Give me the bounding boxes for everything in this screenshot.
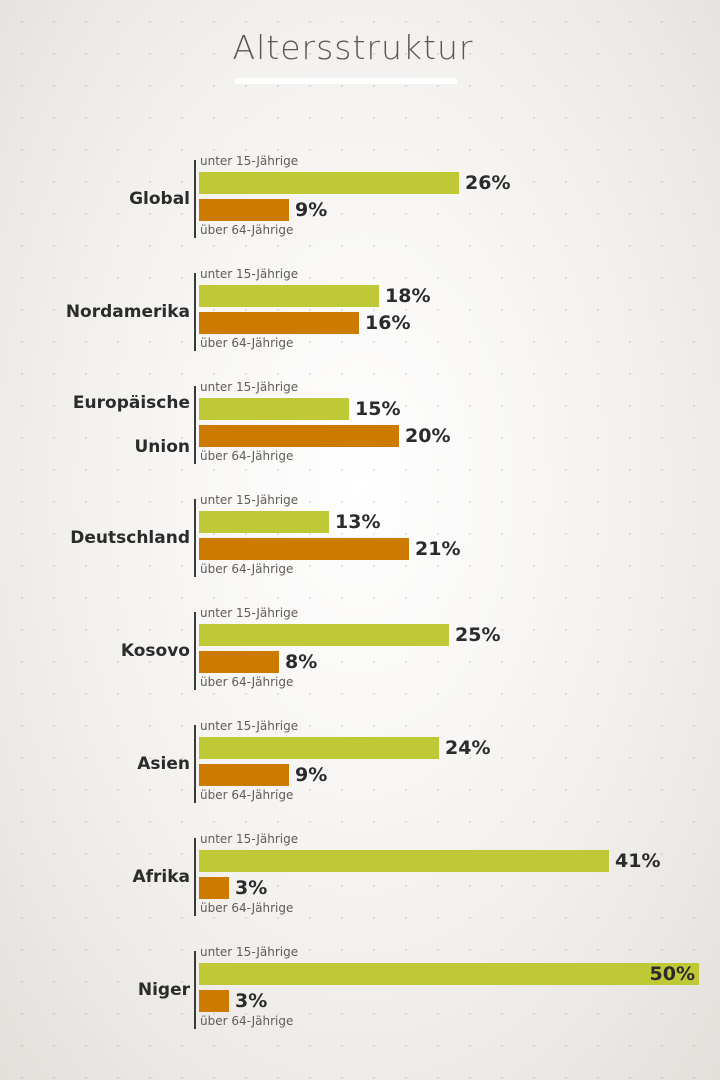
value-label-young: 41% bbox=[615, 850, 661, 872]
bar-young bbox=[199, 963, 699, 985]
bar-old bbox=[199, 538, 409, 560]
group-axis-line bbox=[194, 612, 196, 690]
region-label-line: Kosovo bbox=[120, 641, 190, 661]
region-label-line: Union bbox=[134, 437, 190, 457]
bar-group: Kosovo unter 15-Jährige über 64-Jährige 25%… bbox=[0, 606, 720, 702]
bar-old bbox=[199, 764, 289, 786]
chart-title: Altersstruktur bbox=[232, 28, 474, 67]
bar-group: Afrika unter 15-Jährige über 64-Jährige 41%… bbox=[0, 832, 720, 928]
group-axis-line bbox=[194, 838, 196, 916]
bar-old bbox=[199, 990, 229, 1012]
region-label: Asien bbox=[10, 725, 190, 803]
value-label-young: 18% bbox=[385, 285, 431, 307]
bar-old bbox=[199, 425, 399, 447]
bar-old bbox=[199, 199, 289, 221]
bar-group: Europäische Union unter 15-Jährige über 64-… bbox=[0, 380, 720, 476]
series-label-young: unter 15-Jährige bbox=[200, 154, 299, 168]
bar-group: Global unter 15-Jährige über 64-Jährige 26%… bbox=[0, 154, 720, 250]
value-label-old: 9% bbox=[295, 199, 328, 221]
group-axis-line bbox=[194, 386, 196, 464]
bar-young bbox=[199, 624, 449, 646]
value-label-young: 15% bbox=[355, 398, 401, 420]
value-label-old: 20% bbox=[405, 425, 451, 447]
region-label-line: Nordamerika bbox=[65, 302, 190, 322]
bar-group: Deutschland unter 15-Jährige über 64-Jähri… bbox=[0, 493, 720, 589]
series-label-old: über 64-Jährige bbox=[200, 449, 294, 463]
bar-group: Nordamerika unter 15-Jährige über 64-Jähri… bbox=[0, 267, 720, 363]
series-label-old: über 64-Jährige bbox=[200, 223, 294, 237]
series-label-young: unter 15-Jährige bbox=[200, 719, 299, 733]
series-label-young: unter 15-Jährige bbox=[200, 267, 299, 281]
value-label-old: 3% bbox=[235, 877, 268, 899]
value-label-old: 8% bbox=[285, 651, 318, 673]
region-label: Deutschland bbox=[10, 499, 190, 577]
series-label-old: über 64-Jährige bbox=[200, 675, 294, 689]
group-axis-line bbox=[194, 725, 196, 803]
bar-group: Asien unter 15-Jährige über 64-Jährige 24% 9… bbox=[0, 719, 720, 815]
series-label-young: unter 15-Jährige bbox=[200, 606, 299, 620]
region-label-line: Deutschland bbox=[70, 528, 190, 548]
series-label-young: unter 15-Jährige bbox=[200, 832, 299, 846]
group-axis-line bbox=[194, 160, 196, 238]
value-label-young: 26% bbox=[465, 172, 511, 194]
region-label: Niger bbox=[10, 951, 190, 1029]
region-label: Nordamerika bbox=[10, 273, 190, 351]
bar-young bbox=[199, 850, 609, 872]
series-label-young: unter 15-Jährige bbox=[200, 380, 299, 394]
region-label-line: Global bbox=[129, 189, 190, 209]
bar-young bbox=[199, 172, 459, 194]
region-label-line: Europäische bbox=[72, 393, 190, 413]
value-label-old: 16% bbox=[365, 312, 411, 334]
group-axis-line bbox=[194, 951, 196, 1029]
region-label-line: Niger bbox=[137, 980, 190, 1000]
region-label: Afrika bbox=[10, 838, 190, 916]
group-axis-line bbox=[194, 273, 196, 351]
series-label-old: über 64-Jährige bbox=[200, 788, 294, 802]
bar-group: Niger unter 15-Jährige über 64-Jährige 50% 3… bbox=[0, 945, 720, 1041]
value-label-young: 13% bbox=[335, 511, 381, 533]
group-axis-line bbox=[194, 499, 196, 577]
series-label-young: unter 15-Jährige bbox=[200, 493, 299, 507]
bar-old bbox=[199, 312, 359, 334]
bar-young bbox=[199, 398, 349, 420]
series-label-old: über 64-Jährige bbox=[200, 562, 294, 576]
value-label-old: 21% bbox=[415, 538, 461, 560]
region-label: Kosovo bbox=[10, 612, 190, 690]
title-underline bbox=[235, 78, 457, 84]
region-label-line: Asien bbox=[137, 754, 190, 774]
series-label-young: unter 15-Jährige bbox=[200, 945, 299, 959]
bar-young bbox=[199, 737, 439, 759]
region-label: Europäische Union bbox=[10, 386, 190, 464]
bar-old bbox=[199, 651, 279, 673]
series-label-old: über 64-Jährige bbox=[200, 1014, 294, 1028]
series-label-old: über 64-Jährige bbox=[200, 901, 294, 915]
value-label-old: 3% bbox=[235, 990, 268, 1012]
value-label-young: 24% bbox=[445, 737, 491, 759]
value-label-old: 9% bbox=[295, 764, 328, 786]
value-label-young: 50% bbox=[649, 963, 695, 985]
value-label-young: 25% bbox=[455, 624, 501, 646]
bar-young bbox=[199, 285, 379, 307]
bar-young bbox=[199, 511, 329, 533]
bar-old bbox=[199, 877, 229, 899]
series-label-old: über 64-Jährige bbox=[200, 336, 294, 350]
region-label-line: Afrika bbox=[132, 867, 190, 887]
region-label: Global bbox=[10, 160, 190, 238]
